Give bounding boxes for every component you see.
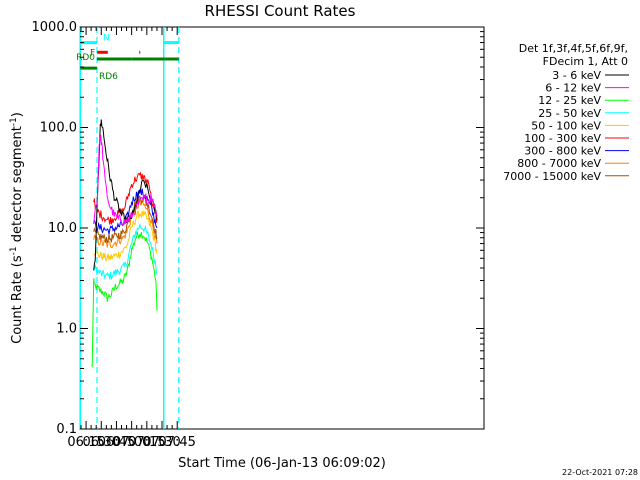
ylabel-part-2: detector segment xyxy=(10,126,25,246)
x-tick-label: 06:15 xyxy=(67,435,104,450)
x-tick-label: 07:00 xyxy=(113,435,150,450)
legend-item-label: 6 - 12 keV xyxy=(545,82,601,95)
series-line xyxy=(93,119,158,271)
y-axis-label: Count Rate (s-1 detector segment-1) xyxy=(9,112,25,344)
series-line xyxy=(91,231,158,368)
legend-item-label: 50 - 100 keV xyxy=(531,119,601,132)
vertical-markers xyxy=(79,27,180,429)
y-tick-label: 1000.0 xyxy=(32,20,78,35)
legend-item-label: 7000 - 15000 keV xyxy=(503,170,601,183)
y-tick-label: 100.0 xyxy=(40,121,77,136)
ylabel-part-4: ) xyxy=(10,112,25,117)
y-tick-label: 0.1 xyxy=(56,422,77,437)
state-bar-label: F xyxy=(90,48,95,58)
y-tick-label: 1.0 xyxy=(56,322,77,337)
x-tick-label: 06:45 xyxy=(98,435,135,450)
ylabel-part-0: Count Rate (s xyxy=(10,255,25,344)
state-bar-label: RD6 xyxy=(99,72,118,82)
legend-item-label: 25 - 50 keV xyxy=(538,107,601,120)
x-axis-label: Start Time (06-Jan-13 06:09:02) xyxy=(178,456,386,471)
generation-timestamp: 22-Oct-2021 07:28 xyxy=(562,468,638,477)
y-axis: 0.1 1.0 10.0 100.0 1000.0 xyxy=(32,20,484,437)
series-line xyxy=(93,199,158,249)
y-tick-label: 10.0 xyxy=(48,221,77,236)
series-line xyxy=(93,209,158,261)
state-bar-label: RD0 xyxy=(76,53,95,63)
legend-item-label: 800 - 7000 keV xyxy=(517,157,601,170)
series-line xyxy=(93,134,158,226)
state-bar-label: N xyxy=(103,34,110,44)
legend-header-line-2: FDecim 1, Att 0 xyxy=(543,55,628,68)
legend-item-label: 100 - 300 keV xyxy=(524,132,601,145)
ylabel-sup-0: -1 xyxy=(9,246,19,255)
legend-header-line-1: Det 1f,3f,4f,5f,6f,9f, xyxy=(519,42,628,55)
ylabel-sup-1: -1 xyxy=(9,117,19,126)
chart-title: RHESSI Count Rates xyxy=(205,2,356,20)
legend-item-label: 12 - 25 keV xyxy=(538,94,601,107)
legend-item-label: 3 - 6 keV xyxy=(552,69,601,82)
series-lines xyxy=(91,119,158,368)
x-tick-label: 07:15 xyxy=(128,435,165,450)
legend-item-label: 300 - 800 keV xyxy=(524,145,601,158)
series-line xyxy=(93,188,158,235)
series-line xyxy=(93,171,158,225)
series-line xyxy=(93,224,158,281)
x-tick-label: 06:30 xyxy=(83,435,120,450)
x-tick-label: 07:30 xyxy=(143,435,180,450)
x-tick-label: 07:45 xyxy=(158,435,195,450)
legend: Det 1f,3f,4f,5f,6f,9f, FDecim 1, Att 0 3… xyxy=(503,42,629,183)
